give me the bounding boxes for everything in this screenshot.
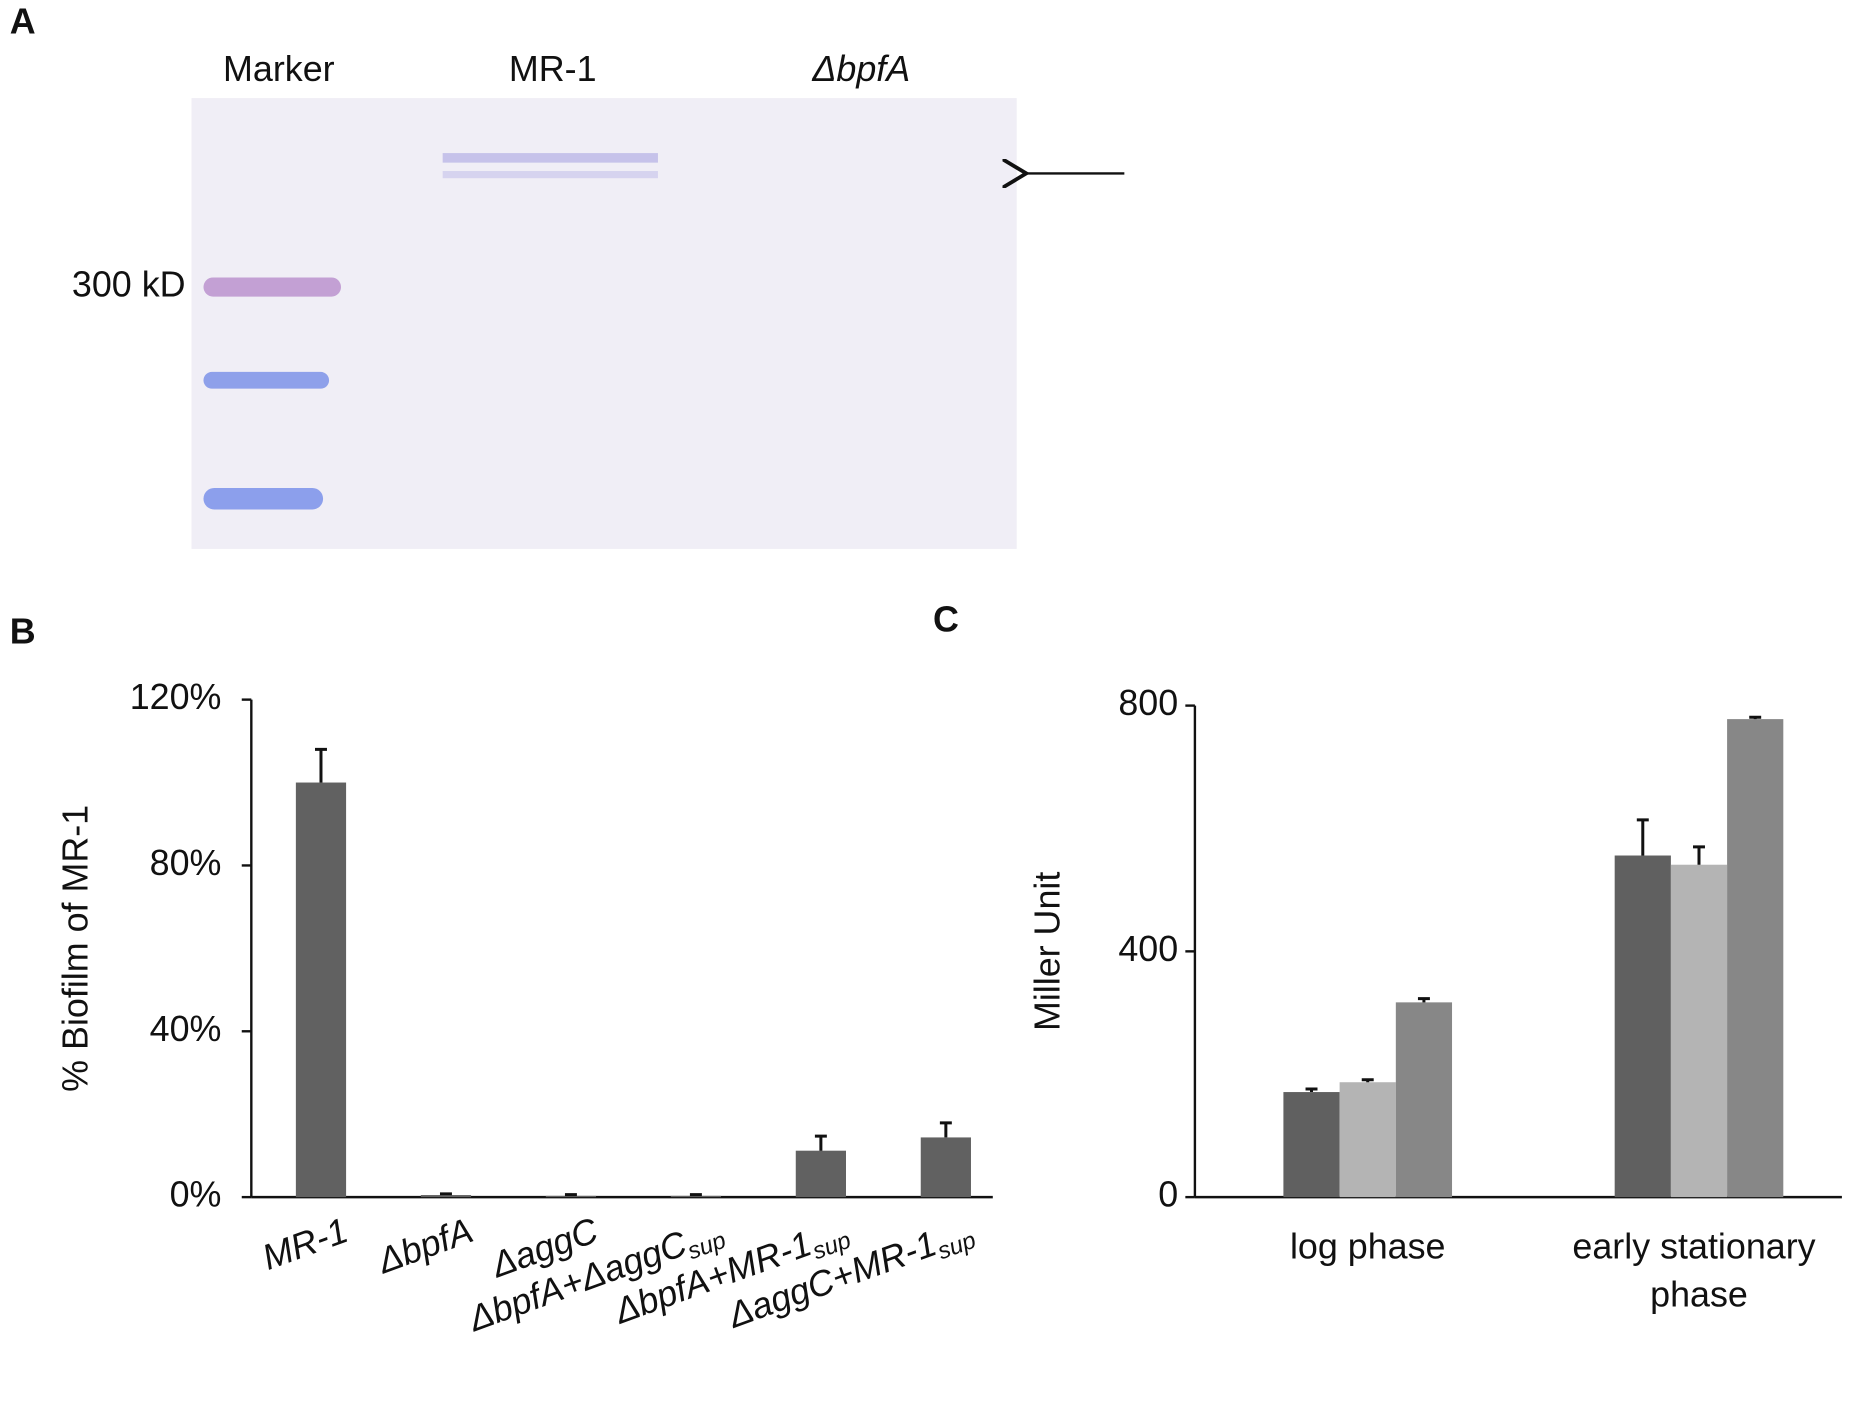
marker-label: 300 kD [72, 264, 186, 304]
y-tick-label: 0 [1158, 1175, 1178, 1215]
error-bar [1361, 1078, 1374, 1083]
x-tick-label: log phase [1290, 1227, 1446, 1267]
y-tick-label: 40% [150, 1009, 222, 1049]
gel-band [442, 153, 658, 163]
error-bar [814, 1134, 827, 1151]
error-bar [1693, 845, 1705, 865]
lane-label: ΔbpfA [811, 49, 910, 89]
error-bar [564, 1193, 577, 1197]
bar [420, 1195, 472, 1198]
bar [1727, 719, 1784, 1198]
error-bar [1749, 715, 1762, 720]
x-tick-label-group: ΔbpfA [372, 1211, 479, 1282]
error-bar [439, 1192, 452, 1196]
error-bar [315, 747, 327, 783]
x-tick-label: early stationary phase [1572, 1227, 1825, 1315]
error-bar [1305, 1087, 1318, 1093]
bar [295, 782, 347, 1198]
panel-label: B [10, 611, 36, 651]
bar [1670, 864, 1728, 1198]
gel-band [442, 171, 658, 179]
error-bar [1636, 818, 1649, 856]
bar [1283, 1092, 1340, 1198]
bar [795, 1150, 846, 1198]
x-tick-label: ΔbpfA [372, 1211, 479, 1282]
y-axis-title: Miller Unit [1028, 872, 1068, 1031]
y-tick-label: 800 [1118, 683, 1178, 723]
bar [1614, 855, 1671, 1198]
gel-band [203, 277, 342, 297]
gel-band [203, 487, 324, 510]
error-bar [939, 1121, 952, 1138]
bar [920, 1137, 971, 1198]
label-line: log phase [1290, 1227, 1446, 1267]
y-axis-title: % Biofilm of MR-1 [55, 805, 95, 1092]
bar [1339, 1082, 1396, 1198]
x-tick-subscript: sup [934, 1227, 979, 1266]
y-tick-label: 0% [170, 1175, 222, 1215]
lane-label: MR-1 [509, 49, 597, 89]
gel [191, 98, 1017, 549]
lane-label: Marker [223, 49, 335, 89]
error-bar [689, 1193, 702, 1197]
bar [1395, 1002, 1453, 1198]
bar [670, 1195, 722, 1198]
bar [545, 1195, 597, 1198]
label-line: early stationary [1572, 1227, 1825, 1267]
y-tick-label: 120% [130, 677, 222, 717]
panel-label: C [933, 599, 959, 639]
label-line: phase [1650, 1275, 1748, 1315]
y-tick-label: 80% [150, 843, 222, 883]
y-tick-label: 400 [1118, 929, 1178, 969]
error-bar [1417, 997, 1430, 1003]
x-tick-label: MR-1 [257, 1211, 353, 1279]
x-tick-label-group: MR-1 [257, 1211, 353, 1279]
gel-band [203, 371, 330, 389]
panel-label: A [10, 1, 36, 41]
